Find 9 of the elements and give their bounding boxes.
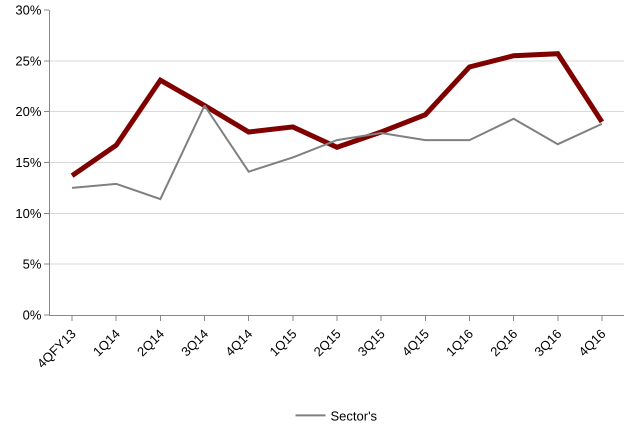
line-series (71, 104, 603, 200)
y-tick-label: 30% (15, 2, 42, 18)
y-tick-label: 10% (15, 206, 42, 221)
y-tick-label: 0% (22, 308, 42, 323)
y-tick-label: 5% (22, 256, 42, 272)
legend-label: Sector's (330, 408, 378, 424)
y-tick-label: 15% (15, 155, 42, 170)
y-tick-label: 25% (15, 53, 42, 68)
y-tick-label: 20% (15, 104, 42, 120)
